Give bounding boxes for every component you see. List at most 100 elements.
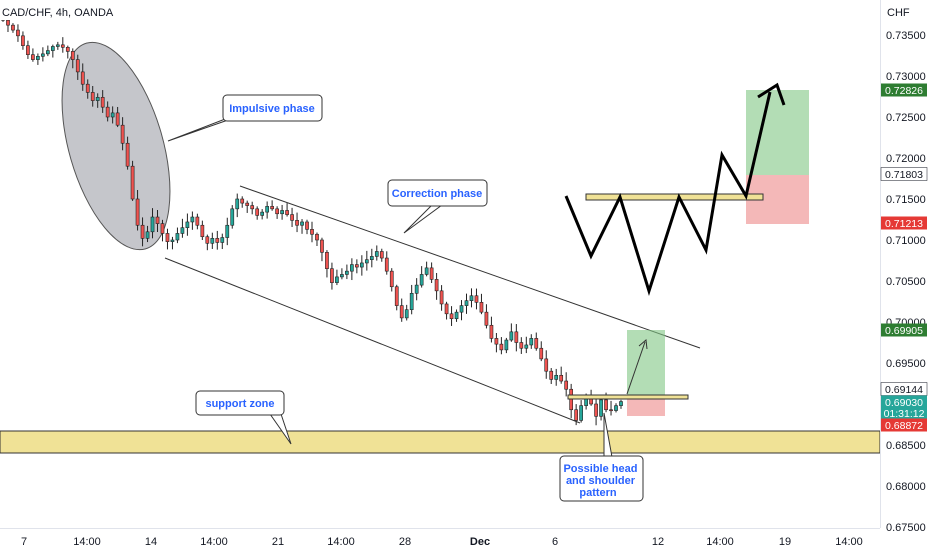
svg-text:0.69905: 0.69905 bbox=[885, 325, 923, 337]
candle bbox=[290, 207, 294, 228]
chart-title: CAD/CHF, 4h, OANDA bbox=[0, 4, 114, 20]
candle bbox=[70, 48, 75, 69]
candle bbox=[479, 293, 484, 315]
candle bbox=[355, 259, 359, 274]
price-tick-label: 0.70500 bbox=[886, 276, 926, 288]
candle bbox=[175, 227, 180, 244]
price-tag: 0.69144 bbox=[880, 382, 928, 396]
neckline-box-small[interactable] bbox=[567, 394, 689, 400]
time-tick-label: 7 bbox=[21, 536, 27, 548]
projection-arrow-small bbox=[626, 341, 646, 395]
price-axis[interactable]: 0.73500 0.73000 0.72500 0.72000 0.71500 0.710… bbox=[886, 30, 926, 534]
svg-text:0.69144: 0.69144 bbox=[885, 384, 923, 396]
candle bbox=[85, 79, 90, 99]
time-tick-label: 12 bbox=[652, 536, 664, 548]
candle bbox=[429, 262, 434, 284]
candle bbox=[414, 278, 419, 301]
candle bbox=[105, 101, 110, 122]
projection-arrow-head-small bbox=[638, 339, 648, 350]
candle bbox=[46, 45, 50, 57]
time-tick-label: 14:00 bbox=[835, 536, 863, 548]
candle bbox=[484, 304, 489, 329]
position-stop-zone-small bbox=[627, 397, 665, 416]
channel-lower-line[interactable] bbox=[164, 257, 581, 424]
candle bbox=[374, 245, 379, 261]
candle bbox=[529, 334, 534, 349]
candle bbox=[335, 269, 339, 286]
candle bbox=[185, 213, 190, 236]
candle bbox=[424, 261, 429, 277]
channel-upper-line[interactable] bbox=[239, 185, 701, 349]
time-tick-label: 19 bbox=[779, 536, 791, 548]
candle bbox=[514, 324, 519, 352]
candle bbox=[270, 200, 274, 211]
candle bbox=[220, 233, 225, 250]
candle bbox=[36, 53, 40, 65]
candle bbox=[200, 220, 205, 241]
projection-zigzag[interactable] bbox=[564, 91, 772, 297]
candle bbox=[394, 284, 399, 311]
candle bbox=[609, 400, 613, 416]
candle bbox=[384, 251, 389, 275]
price-tick-label: 0.68500 bbox=[886, 440, 926, 452]
callout-pointer-impulsive bbox=[167, 115, 234, 142]
callout-impulsive-text: Impulsive phase bbox=[229, 103, 315, 115]
candle bbox=[230, 205, 235, 229]
candle bbox=[559, 366, 564, 384]
candle bbox=[280, 204, 284, 220]
candle bbox=[594, 395, 598, 426]
price-tag: 0.71803 bbox=[880, 167, 928, 181]
candles-series bbox=[1, 11, 623, 426]
candle bbox=[534, 332, 539, 351]
price-tag: 0.69030 bbox=[881, 395, 927, 409]
candle bbox=[444, 301, 449, 320]
candle bbox=[320, 237, 324, 262]
price-tick-label: 0.72000 bbox=[886, 153, 926, 165]
candle bbox=[474, 288, 479, 310]
callout-correction[interactable]: Correction phase bbox=[387, 179, 488, 234]
candle bbox=[250, 201, 255, 215]
price-tick-label: 0.68000 bbox=[886, 481, 926, 493]
candle bbox=[419, 266, 424, 288]
candle bbox=[389, 268, 394, 292]
price-tag: 0.71213 bbox=[881, 216, 927, 230]
candle bbox=[449, 306, 454, 326]
candle bbox=[55, 41, 60, 50]
support-zone-band[interactable] bbox=[0, 430, 880, 454]
neckline-box-big[interactable] bbox=[585, 193, 764, 201]
candle bbox=[130, 160, 135, 201]
candle bbox=[340, 268, 344, 280]
candle bbox=[245, 200, 250, 213]
time-axis[interactable]: 7 14:00 14 14:00 21 14:00 28 Dec 6 12 14:00 19 14:00 bbox=[21, 536, 863, 548]
callout-correction-text: Correction phase bbox=[392, 188, 482, 200]
svg-text:0.69030: 0.69030 bbox=[885, 397, 923, 409]
candle bbox=[90, 86, 95, 107]
candle bbox=[459, 300, 464, 321]
projection-arrow-head-big bbox=[757, 82, 786, 106]
chart-title-text: CAD/CHF, 4h, OANDA bbox=[2, 7, 114, 19]
svg-text:01:31:12: 01:31:12 bbox=[884, 408, 925, 420]
callout-support[interactable]: support zone bbox=[195, 390, 292, 445]
price-tick-label: 0.72500 bbox=[886, 112, 926, 124]
candle bbox=[454, 309, 459, 322]
candle bbox=[16, 24, 20, 42]
time-tick-label: Dec bbox=[470, 536, 490, 548]
candle bbox=[50, 44, 55, 58]
candle bbox=[110, 106, 115, 124]
callout-head-shoulder[interactable]: Possible head and shoulder pattern bbox=[559, 412, 644, 502]
candle bbox=[494, 332, 499, 353]
price-tick-label: 0.73500 bbox=[886, 30, 926, 42]
svg-text:0.72826: 0.72826 bbox=[885, 85, 923, 97]
candle bbox=[31, 48, 35, 62]
candle bbox=[330, 262, 334, 290]
impulsive-phase-ellipse[interactable] bbox=[41, 30, 190, 262]
candle bbox=[564, 372, 569, 397]
candle bbox=[155, 210, 160, 233]
candle bbox=[350, 258, 354, 281]
callout-impulsive[interactable]: Impulsive phase bbox=[167, 94, 323, 142]
currency-label: CHF bbox=[887, 7, 910, 19]
candle bbox=[11, 23, 15, 33]
candle bbox=[404, 304, 409, 321]
time-tick-label: 14 bbox=[145, 536, 157, 548]
